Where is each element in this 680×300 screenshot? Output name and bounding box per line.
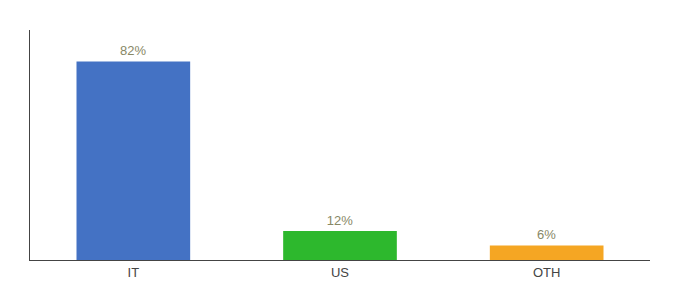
svg-text:OTH: OTH <box>533 265 560 280</box>
svg-text:IT: IT <box>128 265 140 280</box>
svg-text:US: US <box>331 265 349 280</box>
svg-text:82%: 82% <box>120 43 146 58</box>
svg-text:12%: 12% <box>327 213 353 228</box>
svg-text:6%: 6% <box>537 227 556 242</box>
